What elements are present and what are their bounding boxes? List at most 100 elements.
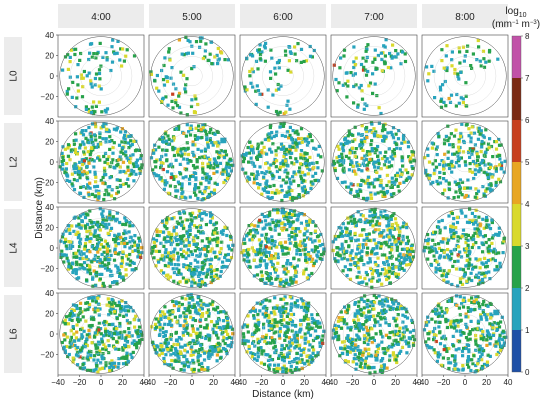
echo-cell	[274, 277, 278, 281]
echo-cell	[206, 308, 210, 312]
echo-cell	[62, 333, 66, 337]
echo-cell	[68, 227, 72, 232]
echo-cell	[63, 318, 67, 322]
echo-cell	[165, 159, 169, 163]
echo-cell	[104, 218, 108, 222]
echo-cell	[432, 230, 436, 234]
echo-cell	[66, 322, 71, 326]
echo-cell	[296, 132, 300, 136]
echo-cell	[241, 332, 246, 336]
echo-cell	[291, 175, 295, 179]
echo-cell	[340, 152, 344, 156]
echo-cell	[446, 156, 450, 160]
echo-cell	[151, 342, 155, 347]
echo-cell	[216, 163, 220, 167]
echo-cell	[188, 268, 192, 272]
echo-cell	[158, 137, 162, 141]
echo-cell	[494, 140, 499, 144]
echo-cell	[364, 129, 368, 133]
echo-cell	[75, 277, 79, 281]
echo-cell	[288, 125, 292, 129]
echo-cell	[94, 274, 99, 278]
echo-cell	[98, 135, 102, 139]
echo-cell	[316, 153, 320, 157]
echo-cell	[157, 174, 161, 178]
echo-cell	[242, 258, 246, 262]
echo-cell	[359, 189, 363, 193]
echo-cell	[409, 156, 413, 160]
range-ring	[181, 237, 203, 259]
echo-cell	[271, 161, 276, 165]
echo-cell	[93, 354, 97, 358]
echo-cell	[168, 184, 172, 188]
echo-cell	[464, 163, 468, 167]
echo-cell	[366, 261, 370, 265]
echo-cell	[475, 227, 479, 231]
echo-cell	[196, 354, 201, 358]
echo-cell	[201, 312, 205, 316]
echo-cell	[339, 142, 343, 146]
echo-cell	[181, 190, 185, 194]
echo-cell	[195, 334, 199, 338]
echo-cell	[294, 148, 298, 152]
echo-cell	[279, 184, 283, 188]
echo-cell	[189, 214, 193, 218]
echo-cell	[226, 162, 230, 166]
echo-cell	[126, 165, 130, 169]
echo-cell	[389, 155, 393, 159]
echo-cell	[352, 101, 356, 105]
range-ring	[272, 237, 294, 259]
echo-cell	[138, 329, 143, 334]
echo-cell	[121, 362, 126, 366]
echo-cell	[390, 248, 394, 252]
echo-cell	[296, 42, 300, 46]
echo-cell	[177, 308, 181, 312]
echo-cell	[371, 215, 375, 220]
echo-cell	[105, 255, 109, 259]
echo-cell	[357, 86, 362, 90]
echo-cell	[154, 238, 159, 242]
echo-cell	[129, 154, 133, 158]
echo-cell	[242, 153, 246, 157]
echo-cell	[95, 184, 100, 188]
echo-cell	[197, 128, 201, 132]
echo-cell	[460, 122, 464, 126]
echo-cell	[255, 358, 259, 362]
echo-cell	[284, 147, 288, 151]
echo-cell	[381, 124, 386, 128]
echo-cell	[119, 184, 123, 189]
echo-cell	[278, 336, 282, 340]
echo-cell	[483, 154, 487, 158]
echo-cell	[275, 366, 279, 371]
echo-cell	[204, 178, 208, 182]
echo-cell	[81, 140, 85, 144]
echo-cell	[485, 223, 489, 227]
echo-cell	[313, 229, 318, 233]
echo-cell	[214, 255, 218, 259]
echo-cell	[481, 235, 486, 239]
echo-cell	[387, 180, 391, 184]
echo-cell	[165, 148, 169, 152]
echo-cell	[438, 162, 442, 167]
echo-cell	[433, 258, 437, 262]
echo-cell	[209, 166, 213, 170]
echo-cell	[267, 315, 271, 320]
echo-cell	[294, 157, 298, 161]
echo-cell	[450, 252, 454, 256]
echo-cell	[129, 157, 133, 161]
echo-cell	[196, 295, 200, 299]
echo-cell	[370, 122, 374, 126]
echo-cell	[377, 241, 381, 245]
echo-cell	[191, 164, 196, 168]
echo-cell	[389, 214, 393, 219]
echo-cell	[437, 220, 441, 224]
echo-cell	[67, 314, 72, 318]
echo-cell	[400, 172, 404, 177]
echo-cell	[373, 212, 378, 216]
echo-cell	[122, 314, 126, 318]
echo-cell	[284, 272, 288, 276]
echo-cell	[345, 230, 349, 234]
echo-cell	[210, 62, 214, 66]
echo-cell	[284, 252, 288, 256]
echo-cell	[155, 344, 159, 348]
